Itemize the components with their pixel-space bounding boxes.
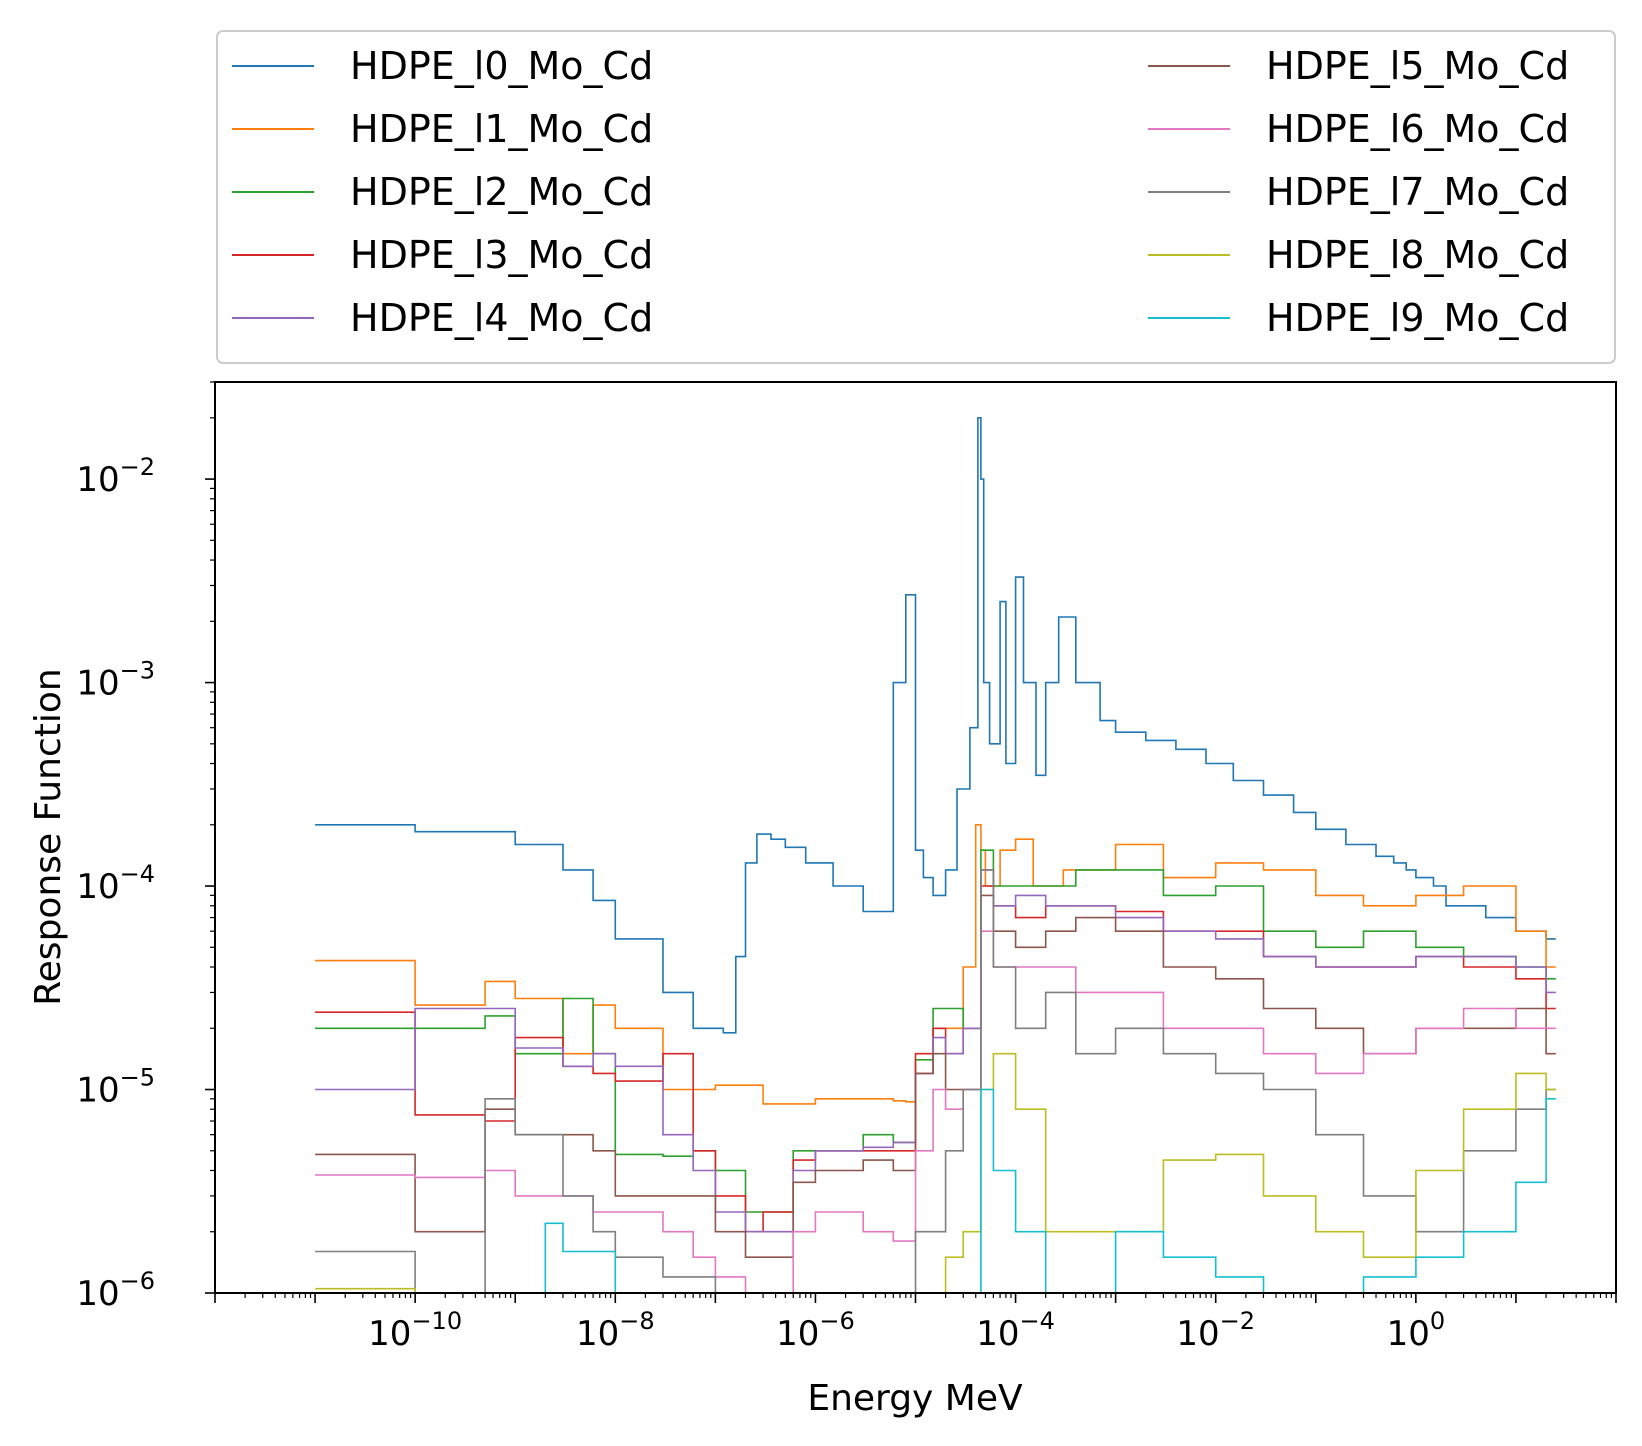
series-line-4 bbox=[315, 869, 1556, 1233]
series-line-9 bbox=[315, 1088, 1556, 1293]
legend-label: HDPE_l4_Mo_Cd bbox=[350, 296, 653, 340]
series-line-5 bbox=[315, 894, 1556, 1258]
series-line-7 bbox=[315, 869, 1556, 1293]
legend-item: HDPE_l9_Mo_Cd bbox=[1148, 296, 1569, 340]
legend-label: HDPE_l3_Mo_Cd bbox=[350, 233, 653, 277]
legend-label: HDPE_l2_Mo_Cd bbox=[350, 170, 653, 214]
legend-item: HDPE_l0_Mo_Cd bbox=[232, 44, 653, 88]
x-axis-label: Energy MeV bbox=[807, 1378, 1023, 1419]
series-layer bbox=[315, 417, 1556, 1293]
legend-frame bbox=[216, 30, 1616, 364]
x-tick-label: 10−8 bbox=[576, 1307, 655, 1354]
legend-label: HDPE_l0_Mo_Cd bbox=[350, 44, 653, 88]
x-axis: 10−10 10−8 10−6 10−4 10−2 100 bbox=[214, 1293, 1617, 1354]
x-tick-label: 10−10 bbox=[368, 1307, 462, 1354]
series-line-3 bbox=[315, 885, 1556, 1233]
x-tick-label: 10−4 bbox=[976, 1307, 1055, 1354]
y-tick-label: 10−5 bbox=[76, 1064, 155, 1111]
series-line-2 bbox=[315, 849, 1556, 1213]
legend-item: HDPE_l2_Mo_Cd bbox=[232, 170, 653, 214]
series-line-0 bbox=[315, 417, 1556, 1034]
legend-label: HDPE_l6_Mo_Cd bbox=[1266, 107, 1569, 151]
y-axis-label: Response Function bbox=[28, 668, 69, 1005]
legend-item: HDPE_l3_Mo_Cd bbox=[232, 233, 653, 277]
y-tick-label: 10−6 bbox=[76, 1267, 155, 1314]
legend-item: HDPE_l5_Mo_Cd bbox=[1148, 44, 1569, 88]
legend-label: HDPE_l7_Mo_Cd bbox=[1266, 170, 1569, 214]
series-line-6 bbox=[315, 930, 1556, 1293]
x-tick-label: 10−2 bbox=[1176, 1307, 1255, 1354]
legend-label: HDPE_l1_Mo_Cd bbox=[350, 107, 653, 151]
x-tick-label: 10−6 bbox=[776, 1307, 855, 1354]
y-tick-label: 10−3 bbox=[76, 657, 155, 704]
series-line-8 bbox=[315, 1052, 1556, 1293]
series-line-1 bbox=[315, 824, 1556, 1105]
legend-item: HDPE_l4_Mo_Cd bbox=[232, 296, 653, 340]
legend-item: HDPE_l7_Mo_Cd bbox=[1148, 170, 1569, 214]
legend-item: HDPE_l6_Mo_Cd bbox=[1148, 107, 1569, 151]
legend-item: HDPE_l8_Mo_Cd bbox=[1148, 233, 1569, 277]
x-tick-label: 100 bbox=[1387, 1307, 1446, 1354]
y-tick-label: 10−2 bbox=[76, 453, 155, 500]
legend-label: HDPE_l8_Mo_Cd bbox=[1266, 233, 1569, 277]
y-tick-label: 10−4 bbox=[76, 860, 155, 907]
y-axis: 10−6 10−5 10−4 10−3 10−2 bbox=[76, 381, 215, 1314]
legend-label: HDPE_l9_Mo_Cd bbox=[1266, 296, 1569, 340]
legend-label: HDPE_l5_Mo_Cd bbox=[1266, 44, 1569, 88]
legend: HDPE_l0_Mo_Cd HDPE_l1_Mo_Cd HDPE_l2_Mo_Cd H… bbox=[216, 30, 1616, 364]
legend-item: HDPE_l1_Mo_Cd bbox=[232, 107, 653, 151]
